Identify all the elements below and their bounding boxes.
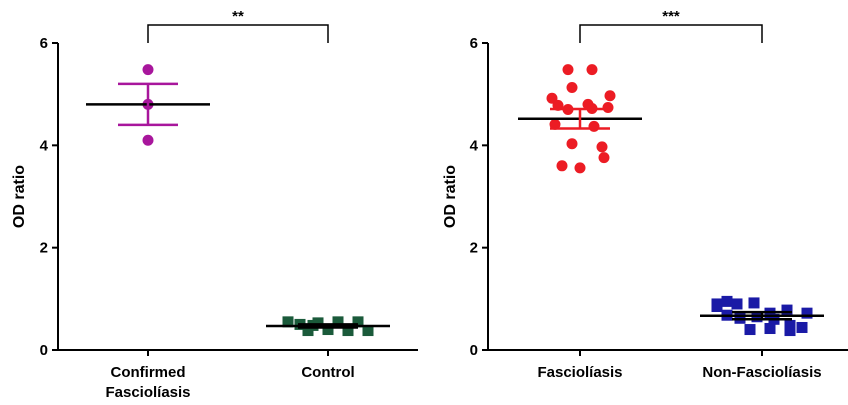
panel2-data-point bbox=[604, 90, 616, 102]
panel2-data-point bbox=[586, 64, 598, 76]
panel2-data-point bbox=[744, 324, 756, 336]
panel1-data-point bbox=[352, 316, 364, 328]
panel1-data-point bbox=[342, 325, 354, 337]
panel1-category-label: Confirmed bbox=[111, 364, 186, 381]
panel2-data-point bbox=[556, 160, 568, 172]
panel2-data-point bbox=[781, 304, 793, 316]
panel1-significance-bracket bbox=[147, 24, 329, 43]
panel1-data-point bbox=[362, 325, 374, 337]
panel2-data-point bbox=[596, 141, 608, 153]
panel2-data-point bbox=[549, 118, 561, 130]
panel2-y-tick-label: 0 bbox=[470, 342, 478, 359]
panel2-category-label: Non-Fasciolíasis bbox=[702, 364, 821, 381]
panel1-data-point bbox=[322, 324, 334, 336]
panel1-category-label: Control bbox=[301, 364, 354, 381]
panel2-y-tick-label: 2 bbox=[470, 240, 478, 257]
panel2-y-tick-label: 6 bbox=[470, 35, 478, 52]
panel2-data-point bbox=[784, 325, 796, 337]
panel1-data-point bbox=[282, 316, 294, 328]
panel2-data-point bbox=[711, 301, 723, 313]
panel1-y-tick-label: 0 bbox=[40, 342, 48, 359]
panel1-significance-label: ** bbox=[232, 8, 244, 25]
panel2-category-label: Fasciolíasis bbox=[537, 364, 622, 381]
panel1-data-point bbox=[142, 134, 154, 146]
panel2-data-point bbox=[801, 307, 813, 319]
panel1-category-label: Fasciolíasis bbox=[105, 384, 190, 401]
panel2-y-axis-title: OD ratio bbox=[442, 165, 459, 228]
panel2-data-point bbox=[731, 298, 743, 310]
panel2-data-point bbox=[566, 82, 578, 94]
panel2-data-point bbox=[574, 162, 586, 174]
panel1-y-tick-label: 4 bbox=[40, 137, 49, 154]
panel2-significance-label: *** bbox=[662, 8, 680, 25]
panel1-y-tick-label: 6 bbox=[40, 35, 48, 52]
panel2-data-point bbox=[598, 152, 610, 164]
panel2-y-tick-label: 4 bbox=[470, 137, 479, 154]
panel1-y-tick-label: 2 bbox=[40, 240, 48, 257]
panel2-data-point bbox=[588, 120, 600, 132]
panel2-data-point bbox=[748, 297, 760, 309]
panel1-y-axis-title: OD ratio bbox=[11, 165, 28, 228]
panel1-data-point bbox=[332, 316, 344, 328]
panel2-data-point bbox=[764, 323, 776, 335]
panel2-data-point bbox=[602, 101, 614, 113]
panel2-data-point bbox=[721, 295, 733, 307]
panel2-significance-bracket bbox=[579, 24, 763, 43]
panel1-data-point bbox=[142, 64, 154, 76]
panel2-data-point bbox=[796, 321, 808, 333]
panel2-data-point bbox=[562, 64, 574, 76]
panel2-data-point bbox=[566, 138, 578, 150]
